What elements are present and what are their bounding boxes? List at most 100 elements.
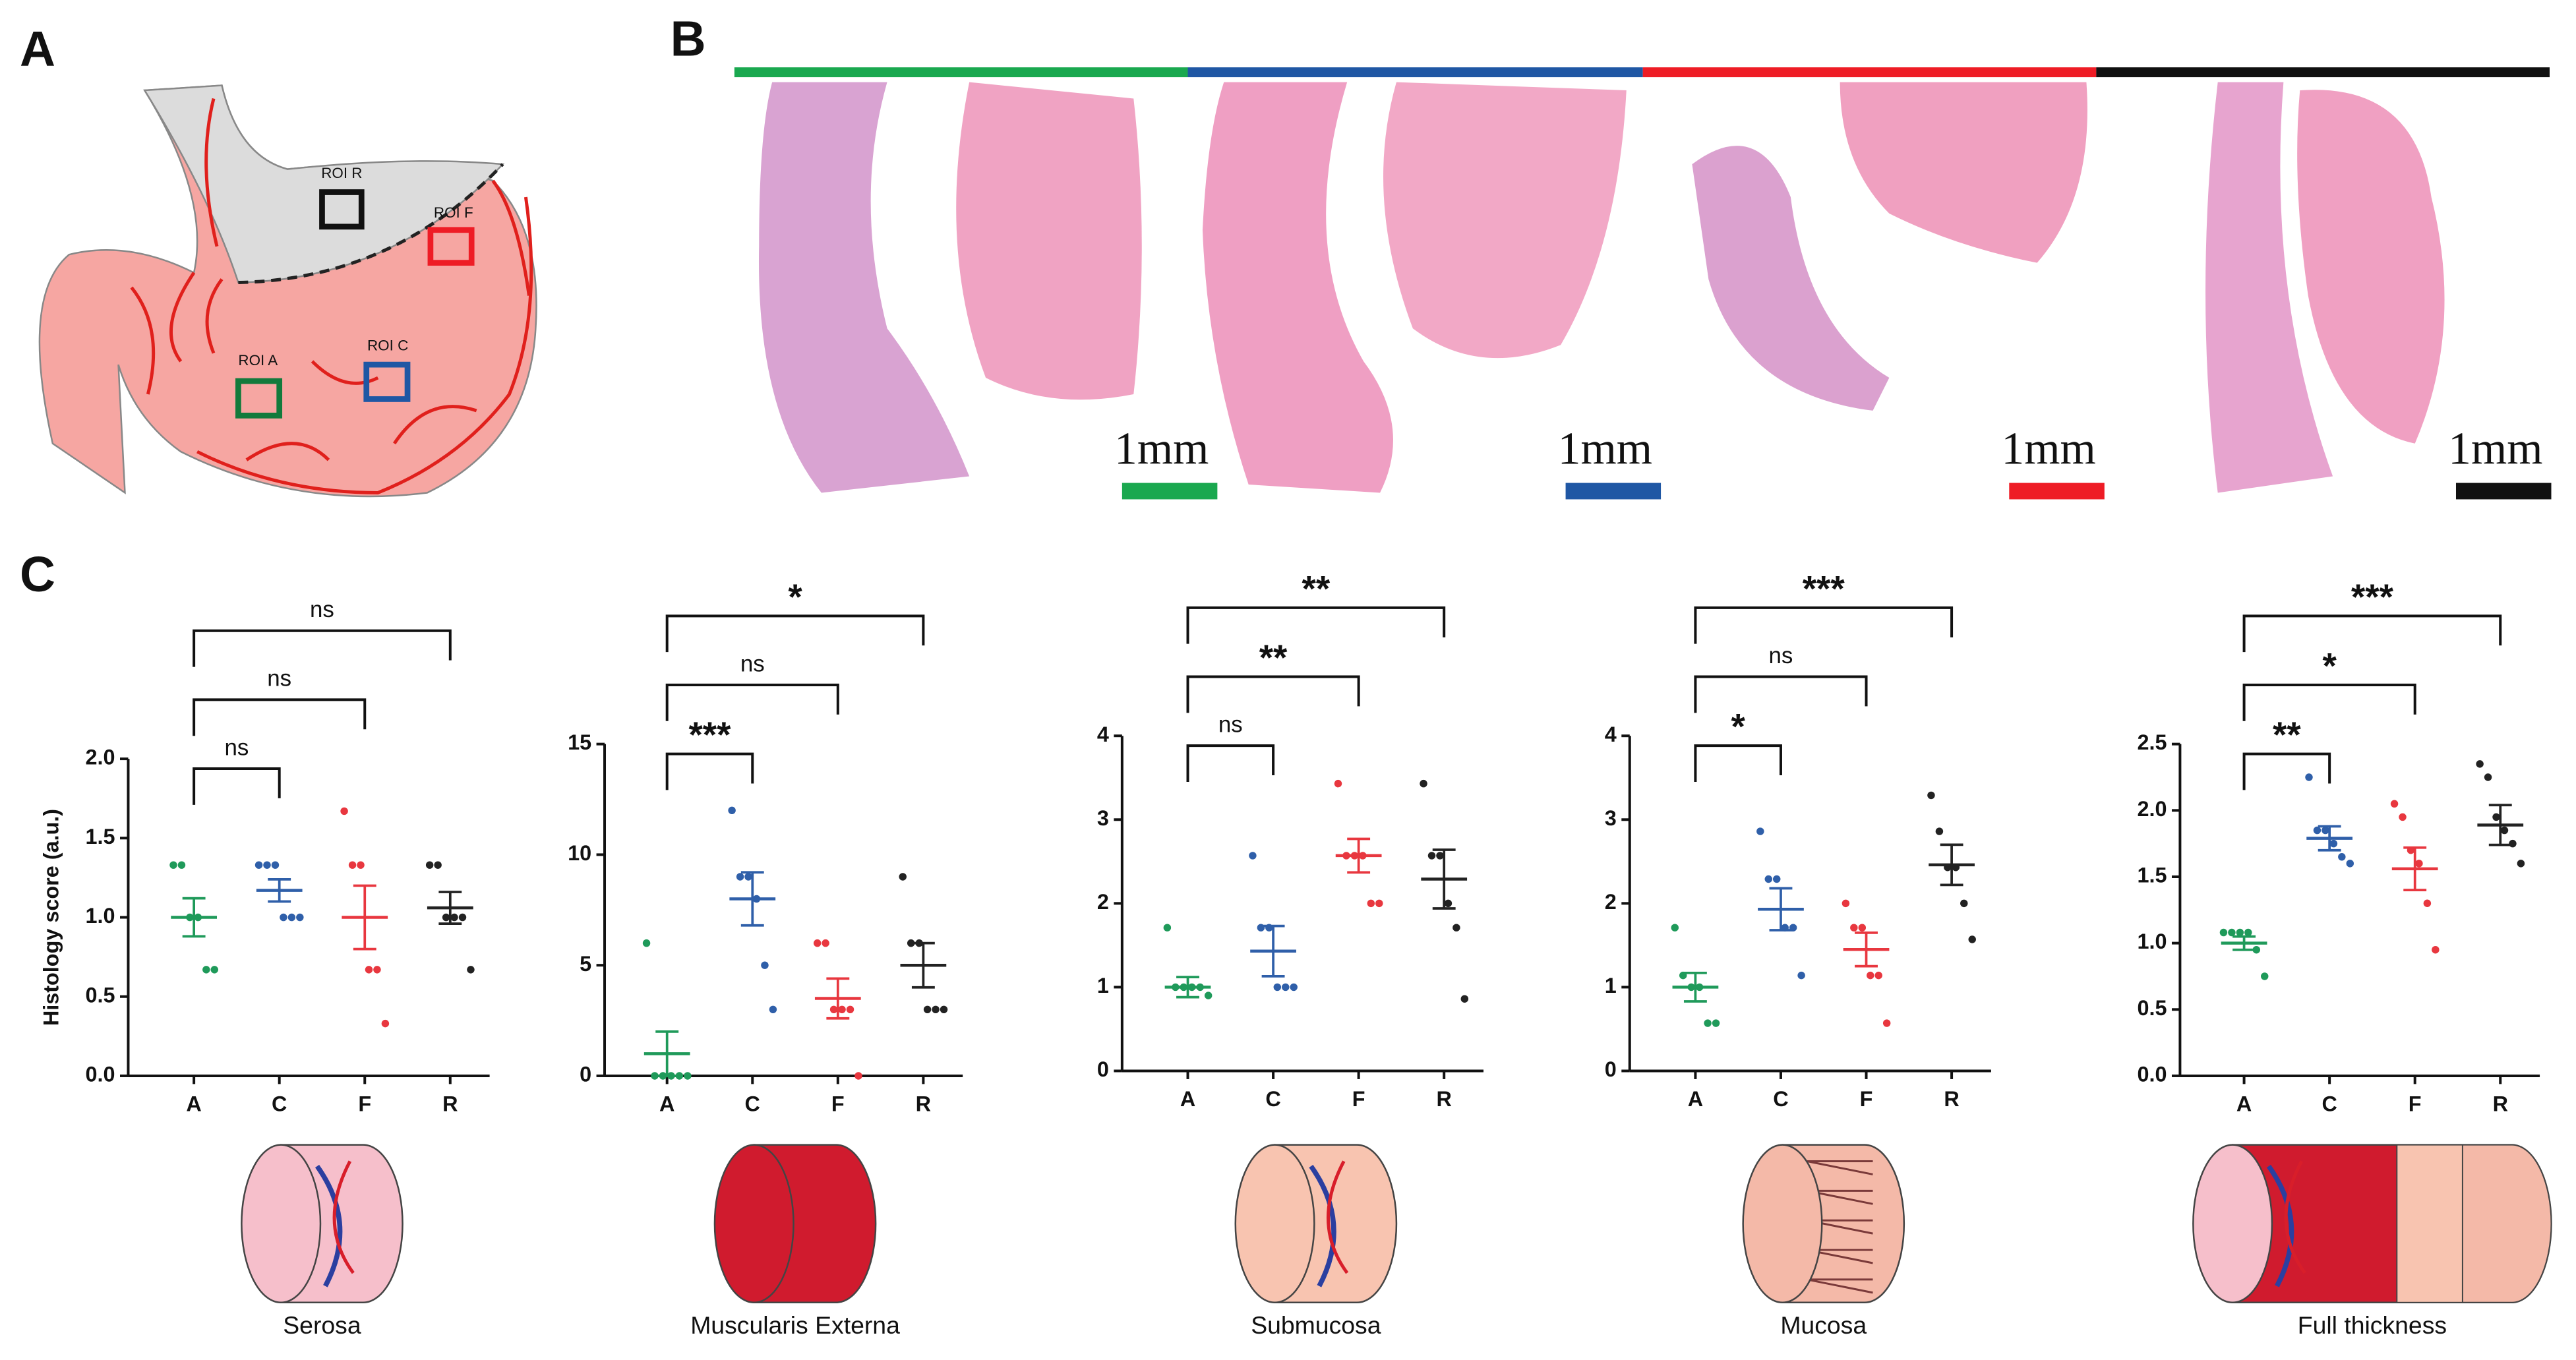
roi-box bbox=[319, 189, 365, 230]
significance-bracket bbox=[193, 629, 452, 667]
y-tick-label: 1.0 bbox=[86, 904, 115, 928]
data-point bbox=[1367, 899, 1375, 908]
significance-label: *** bbox=[2351, 576, 2394, 617]
data-point bbox=[761, 961, 769, 969]
significance-label: ** bbox=[2273, 714, 2301, 755]
data-point bbox=[932, 1005, 940, 1014]
cylinder-face bbox=[241, 1144, 322, 1304]
significance-label: ns bbox=[740, 651, 765, 676]
significance-bracket bbox=[2242, 752, 2331, 790]
data-point bbox=[280, 913, 287, 922]
y-tick-label: 2 bbox=[1605, 890, 1617, 914]
y-tick-label: 4 bbox=[1605, 723, 1617, 746]
significance-label: ns bbox=[1769, 643, 1793, 668]
data-point bbox=[1290, 983, 1298, 991]
data-point bbox=[1163, 924, 1172, 931]
chart-title: Full thickness bbox=[2298, 1311, 2447, 1339]
section-bar bbox=[1187, 67, 1643, 78]
y-axis-label: Histology score (a.u.) bbox=[39, 809, 63, 1026]
chart-title: Muscularis Externa bbox=[690, 1311, 900, 1339]
roi-label: ROI A bbox=[238, 352, 278, 369]
vessel bbox=[2266, 1164, 2294, 1287]
data-point bbox=[675, 1072, 684, 1080]
data-point bbox=[1858, 924, 1867, 931]
scale-label: 1mm bbox=[1558, 424, 1652, 475]
y-tick-label: 0 bbox=[580, 1063, 591, 1086]
data-point bbox=[1756, 827, 1764, 835]
scale-bar bbox=[2009, 483, 2105, 500]
data-point bbox=[813, 939, 822, 947]
y-tick-label: 2.0 bbox=[86, 746, 115, 769]
significance-bracket bbox=[665, 752, 754, 790]
vessels bbox=[130, 98, 533, 494]
data-point bbox=[923, 1005, 932, 1014]
data-point bbox=[2399, 813, 2407, 821]
significance-bracket bbox=[2242, 683, 2416, 721]
data-point bbox=[202, 966, 210, 974]
data-point bbox=[348, 861, 357, 869]
data-point bbox=[1797, 971, 1805, 980]
y-tick-label: 15 bbox=[568, 730, 591, 754]
significance-bracket bbox=[1186, 675, 1360, 713]
tissue bbox=[1840, 82, 2087, 263]
data-point bbox=[2390, 800, 2399, 808]
data-point bbox=[736, 873, 744, 881]
chart-title: Mucosa bbox=[1780, 1311, 1867, 1339]
data-point bbox=[2432, 945, 2440, 954]
chart-title: Serosa bbox=[283, 1311, 361, 1339]
data-point bbox=[899, 873, 907, 881]
scale-bar bbox=[1565, 483, 1662, 500]
data-point bbox=[2228, 928, 2236, 937]
tissue bbox=[758, 82, 970, 493]
significance-label: * bbox=[2322, 645, 2337, 686]
section-bar bbox=[734, 67, 1188, 78]
data-point bbox=[2313, 826, 2321, 835]
data-point bbox=[854, 1072, 862, 1080]
y-tick-label: 3 bbox=[1605, 806, 1617, 830]
data-point bbox=[434, 861, 442, 869]
y-tick-label: 1.5 bbox=[2137, 864, 2167, 887]
y-tick-label: 0.0 bbox=[86, 1063, 115, 1086]
data-point bbox=[1375, 899, 1383, 908]
tissue bbox=[956, 82, 1142, 400]
stomach-body bbox=[38, 84, 537, 498]
data-point bbox=[2329, 839, 2338, 848]
scale-label: 1mm bbox=[2001, 424, 2095, 475]
cylinder-face bbox=[1742, 1144, 1823, 1304]
significance-label: *** bbox=[688, 714, 731, 755]
x-tick-label: F bbox=[1352, 1087, 1365, 1111]
data-point bbox=[907, 939, 915, 947]
data-point bbox=[296, 913, 304, 922]
cylinder-face bbox=[1234, 1144, 1315, 1304]
data-point bbox=[442, 913, 450, 922]
layer-icon bbox=[1234, 1144, 1398, 1304]
vessel bbox=[332, 1160, 355, 1274]
data-point bbox=[450, 913, 458, 922]
data-point bbox=[2236, 928, 2244, 937]
layer-icon bbox=[713, 1144, 877, 1304]
data-point bbox=[255, 861, 263, 869]
data-point bbox=[2517, 860, 2525, 868]
panel-label: C bbox=[20, 547, 55, 602]
y-tick-label: 5 bbox=[580, 952, 591, 976]
significance-label: ** bbox=[1302, 568, 1331, 608]
y-tick-label: 2.0 bbox=[2137, 797, 2167, 821]
data-point bbox=[2509, 839, 2517, 848]
y-tick-label: 2.5 bbox=[2137, 730, 2167, 754]
y-tick-label: 1 bbox=[1605, 974, 1617, 997]
scale-bar bbox=[1122, 483, 1218, 500]
data-point bbox=[2252, 945, 2260, 954]
scale-bar bbox=[2455, 483, 2552, 500]
x-tick-label: A bbox=[1180, 1087, 1195, 1111]
significance-bracket bbox=[1694, 606, 1954, 644]
data-point bbox=[2346, 860, 2354, 868]
data-point bbox=[1453, 924, 1460, 931]
data-point bbox=[829, 1005, 838, 1014]
significance-bracket bbox=[193, 767, 281, 805]
data-point bbox=[838, 1005, 846, 1014]
data-point bbox=[2423, 899, 2432, 907]
data-point bbox=[1420, 779, 1427, 788]
data-point bbox=[2321, 826, 2329, 835]
tissue bbox=[2297, 90, 2445, 444]
x-tick-label: R bbox=[2493, 1092, 2508, 1115]
